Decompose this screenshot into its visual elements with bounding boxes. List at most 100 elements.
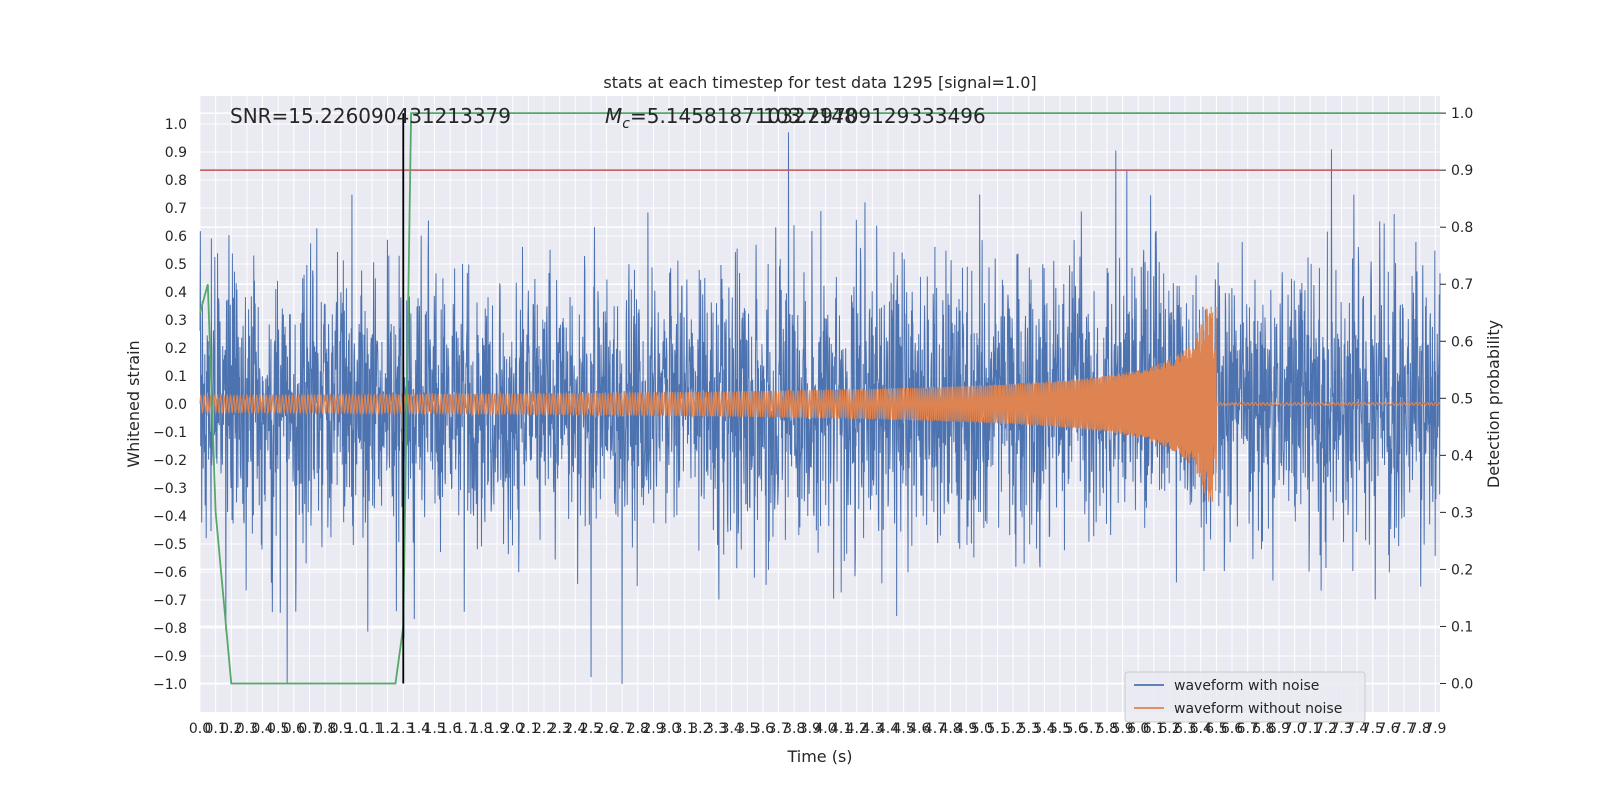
x-tick-label: 1.3 <box>392 721 414 737</box>
x-tick-label: 2.9 <box>642 721 664 737</box>
series-waveform-with-noise <box>199 132 1441 685</box>
x-tick-label: 7.9 <box>1424 721 1446 737</box>
x-tick-label: 7.7 <box>1393 721 1415 737</box>
x-tick-label: 3.3 <box>705 721 727 737</box>
y-tick-label: −0.6 <box>153 565 187 581</box>
y-tick-label: −0.8 <box>153 621 187 637</box>
x-tick-label: 3.8 <box>783 721 805 737</box>
x-tick-label: 4.4 <box>877 721 899 737</box>
y2-tick-label: 0.4 <box>1451 448 1473 464</box>
x-tick-label: 6.1 <box>1143 721 1165 737</box>
x-tick-label: 7.1 <box>1299 721 1321 737</box>
overlapping-annotation: 103.29709129333496 <box>763 104 986 128</box>
y-tick-label: −0.2 <box>153 453 187 469</box>
x-tick-label: 5.9 <box>1111 721 1133 737</box>
x-tick-label: 7.8 <box>1409 721 1431 737</box>
x-tick-label: 4.5 <box>893 721 915 737</box>
y-axis-right: 1.0 0.9 0.8 0.7 0.6 0.5 0.4 0.3 0.2 0.1 0.0 <box>1440 106 1473 692</box>
y-tick-label: 0.7 <box>165 201 187 217</box>
x-tick-label: 4.7 <box>924 721 946 737</box>
x-axis: 0.00.10.20.30.40.50.60.70.80.91.01.11.21… <box>189 721 1447 737</box>
x-tick-label: 3.1 <box>674 721 696 737</box>
x-tick-label: 1.4 <box>408 721 430 737</box>
x-tick-label: 1.2 <box>377 721 399 737</box>
y-tick-label: 1.0 <box>165 117 187 133</box>
x-tick-label: 6.0 <box>1127 721 1149 737</box>
legend-label-noise: waveform with noise <box>1174 678 1319 694</box>
y-axis-left: 1.0 0.9 0.8 0.7 0.6 0.5 0.4 0.3 0.2 0.1 0.0 −0.1 −0.… <box>153 117 187 693</box>
x-tick-label: 5.6 <box>1065 721 1087 737</box>
y2-tick-label: 0.6 <box>1451 334 1473 350</box>
x-tick-label: 3.7 <box>767 721 789 737</box>
y2-tick-label: 0.8 <box>1451 220 1473 236</box>
x-tick-label: 2.0 <box>502 721 524 737</box>
x-tick-label: 1.0 <box>345 721 367 737</box>
chirp-mass-annotation: Mc=5.145818710327148 <box>605 104 857 132</box>
y-tick-label: 0.2 <box>165 341 187 357</box>
y-tick-label: −1.0 <box>153 677 187 693</box>
y-tick-label: 0.9 <box>165 145 187 161</box>
x-tick-label: 0.3 <box>236 721 258 737</box>
x-tick-label: 0.8 <box>314 721 336 737</box>
y-tick-label: 0.6 <box>165 229 187 245</box>
x-tick-label: 7.3 <box>1330 721 1352 737</box>
x-tick-label: 3.9 <box>799 721 821 737</box>
x-tick-label: 4.9 <box>955 721 977 737</box>
x-tick-label: 6.4 <box>1190 721 1212 737</box>
y-tick-label: 0.4 <box>165 285 187 301</box>
legend-box <box>1124 671 1366 723</box>
x-tick-label: 6.5 <box>1205 721 1227 737</box>
y-tick-label: −0.4 <box>153 509 187 525</box>
x-tick-label: 2.2 <box>533 721 555 737</box>
x-tick-label: 5.7 <box>1080 721 1102 737</box>
x-tick-label: 7.6 <box>1377 721 1399 737</box>
x-tick-label: 0.1 <box>205 721 227 737</box>
x-tick-label: 5.3 <box>1018 721 1040 737</box>
chart-title: stats at each timestep for test data 129… <box>603 73 1036 92</box>
x-tick-label: 1.5 <box>423 721 445 737</box>
x-tick-label: 3.5 <box>736 721 758 737</box>
x-tick-label: 0.7 <box>298 721 320 737</box>
x-tick-label: 2.6 <box>595 721 617 737</box>
y-tick-label: 0.5 <box>165 257 187 273</box>
chirp-mass-value: =5.145818710327148 <box>630 104 857 128</box>
x-tick-label: 6.3 <box>1174 721 1196 737</box>
x-tick-label: 6.7 <box>1237 721 1259 737</box>
x-tick-label: 3.2 <box>689 721 711 737</box>
x-tick-label: 2.4 <box>564 721 586 737</box>
y2-tick-label: 0.5 <box>1451 391 1473 407</box>
y2-tick-label: 1.0 <box>1451 106 1473 122</box>
y-tick-label: −0.5 <box>153 537 187 553</box>
x-tick-label: 0.9 <box>330 721 352 737</box>
x-tick-label: 6.6 <box>1221 721 1243 737</box>
y2-tick-label: 0.0 <box>1451 676 1473 692</box>
overlay-lines <box>199 112 1440 685</box>
x-tick-label: 6.8 <box>1252 721 1274 737</box>
y2-tick-label: 0.2 <box>1451 562 1473 578</box>
chirp-mass-subscript: c <box>622 116 630 132</box>
x-axis-label: Time (s) <box>786 747 852 766</box>
x-tick-label: 6.9 <box>1268 721 1290 737</box>
x-tick-label: 3.6 <box>752 721 774 737</box>
x-tick-label: 3.0 <box>658 721 680 737</box>
x-tick-label: 5.5 <box>1049 721 1071 737</box>
x-tick-label: 5.0 <box>971 721 993 737</box>
y-tick-label: −0.3 <box>153 481 187 497</box>
x-tick-label: 7.2 <box>1315 721 1337 737</box>
x-tick-label: 2.7 <box>611 721 633 737</box>
x-tick-label: 1.9 <box>486 721 508 737</box>
x-tick-label: 5.8 <box>1096 721 1118 737</box>
x-tick-label: 4.1 <box>830 721 852 737</box>
x-tick-label: 2.5 <box>580 721 602 737</box>
x-tick-label: 2.8 <box>627 721 649 737</box>
y-tick-label: −0.9 <box>153 649 187 665</box>
y2-axis-label: Detection probability <box>1484 320 1503 488</box>
waveform-with-noise-line <box>199 132 1441 685</box>
x-tick-label: 7.4 <box>1346 721 1368 737</box>
y-tick-label: 0.0 <box>165 397 187 413</box>
detection-probability-line <box>199 112 1440 685</box>
chirp-mass-symbol: M <box>605 104 622 128</box>
x-tick-label: 6.2 <box>1158 721 1180 737</box>
x-tick-label: 4.3 <box>861 721 883 737</box>
